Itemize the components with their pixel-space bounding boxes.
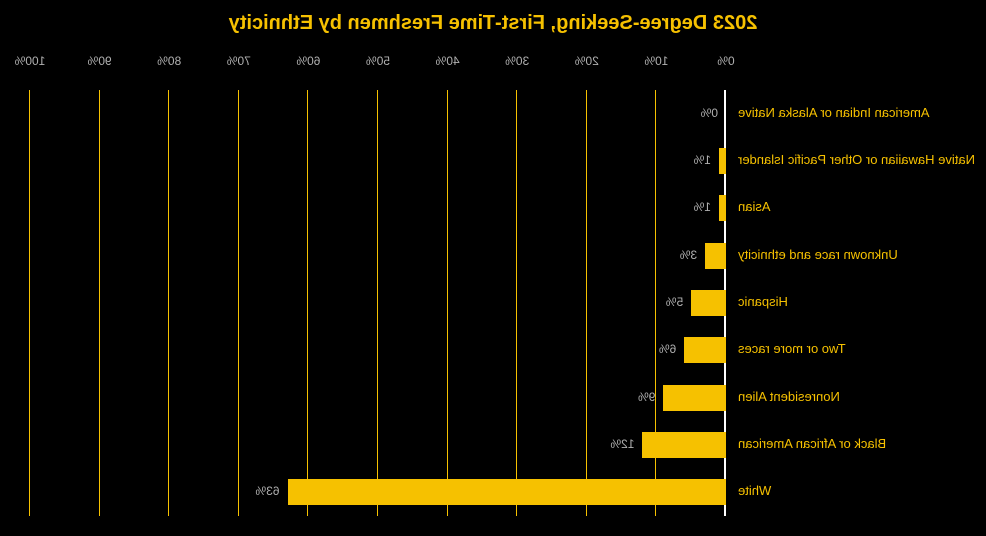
- gridline: [168, 90, 169, 516]
- category-label: Hispanic: [738, 294, 788, 309]
- x-tick-label: 100%: [15, 54, 46, 68]
- bar: [705, 243, 726, 269]
- category-label: White: [738, 483, 771, 498]
- category-label: Unknown race and ethnicity: [738, 247, 898, 262]
- x-tick-label: 20%: [575, 54, 599, 68]
- gridline: [238, 90, 239, 516]
- plot-area: 0% 1% 1% 3% 5% 6% 9% 12% 63%: [30, 90, 726, 516]
- bar: [663, 385, 726, 411]
- gridline: [99, 90, 100, 516]
- value-label: 63%: [256, 484, 280, 498]
- gridline: [447, 90, 448, 516]
- bar: [719, 195, 726, 221]
- category-label: Native Hawaiian or Other Pacific Islande…: [738, 152, 975, 167]
- bar: [642, 432, 726, 458]
- gridline: [377, 90, 378, 516]
- bar: [288, 479, 726, 505]
- value-label: 9%: [638, 390, 655, 404]
- category-label: Nonresident Alien: [738, 389, 840, 404]
- gridline: [516, 90, 517, 516]
- chart-title: 2023 Degree-Seeking, First-Time Freshmen…: [0, 12, 986, 35]
- bar: [719, 148, 726, 174]
- value-label: 12%: [610, 437, 634, 451]
- value-label: 1%: [694, 153, 711, 167]
- x-tick-label: 50%: [366, 54, 390, 68]
- x-tick-label: 70%: [227, 54, 251, 68]
- value-label: 5%: [666, 295, 683, 309]
- value-label: 3%: [680, 248, 697, 262]
- category-label: Asian: [738, 199, 771, 214]
- value-label: 0%: [701, 106, 718, 120]
- x-tick-label: 0%: [717, 54, 734, 68]
- x-tick-label: 90%: [88, 54, 112, 68]
- value-label: 6%: [659, 342, 676, 356]
- x-tick-label: 10%: [644, 54, 668, 68]
- category-label: Black or African American: [738, 436, 886, 451]
- x-tick-label: 40%: [436, 54, 460, 68]
- value-label: 1%: [694, 200, 711, 214]
- category-label: Two or more races: [738, 341, 846, 356]
- gridline: [29, 90, 30, 516]
- x-tick-label: 80%: [157, 54, 181, 68]
- bar: [684, 337, 726, 363]
- bar: [691, 290, 726, 316]
- gridline: [586, 90, 587, 516]
- gridline: [307, 90, 308, 516]
- x-tick-label: 30%: [505, 54, 529, 68]
- x-tick-label: 60%: [296, 54, 320, 68]
- category-label: American Indian or Alaska Native: [738, 105, 929, 120]
